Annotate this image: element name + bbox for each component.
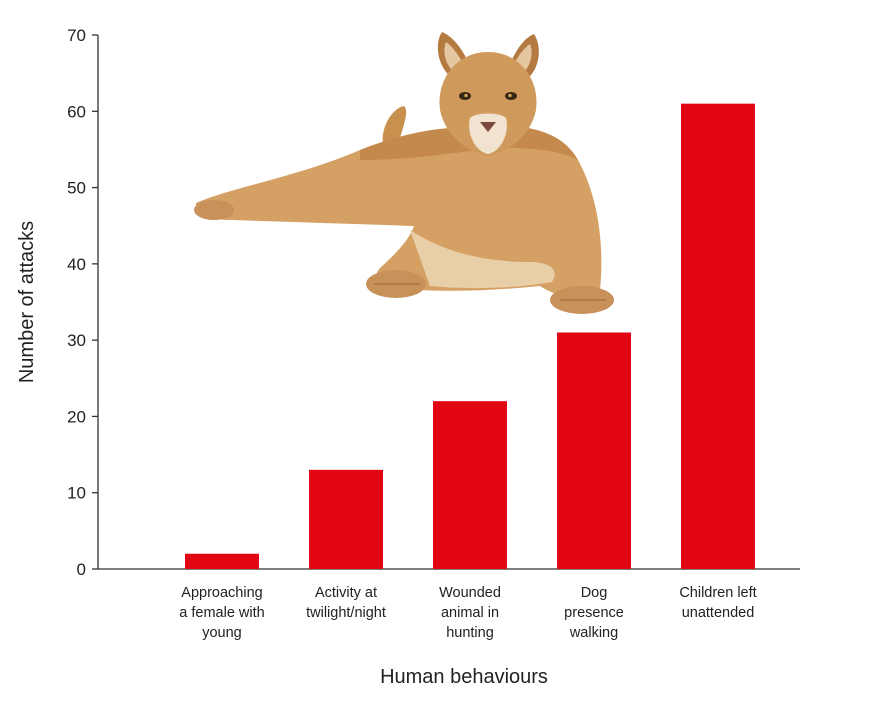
y-tick-label: 10: [67, 484, 86, 503]
x-tick-label-line: animal in: [441, 605, 499, 621]
x-tick-label-line: Activity at: [315, 585, 377, 601]
x-tick-label-line: a female with: [179, 605, 264, 621]
y-tick-label: 70: [67, 26, 86, 45]
y-ticks: 0 10 20 30 40 50 60 70: [67, 26, 98, 579]
bar: [309, 469, 383, 569]
bar: [433, 401, 507, 569]
y-tick-label: 50: [67, 179, 86, 198]
x-tick-label-line: twilight/night: [306, 605, 386, 621]
bar: [557, 332, 631, 569]
x-tick-label: Children left unattended: [679, 585, 756, 621]
x-tick-label: Approaching a female with young: [179, 585, 264, 641]
x-tick-label: Activity at twilight/night: [306, 585, 386, 621]
puma-illustration: [194, 32, 614, 314]
x-tick-label-line: unattended: [682, 605, 755, 621]
x-tick-label-line: Dog: [581, 585, 608, 601]
y-axis-title: Number of attacks: [16, 221, 38, 383]
x-tick-label-line: young: [202, 625, 242, 641]
y-tick-label: 40: [67, 255, 86, 274]
y-tick-label: 60: [67, 102, 86, 121]
bar: [185, 553, 259, 569]
y-tick-label: 30: [67, 331, 86, 350]
x-tick-label-line: presence: [564, 605, 624, 621]
x-tick-labels: Approaching a female with young Activity at…: [179, 585, 756, 641]
bar: [681, 103, 755, 570]
x-tick-label-line: Approaching: [181, 585, 262, 601]
x-tick-label: Wounded animal in hunting: [439, 585, 501, 641]
x-tick-label-line: hunting: [446, 625, 494, 641]
bars: [185, 103, 755, 570]
x-tick-label-line: Wounded: [439, 585, 501, 601]
x-tick-label-line: walking: [569, 625, 618, 641]
x-axis-title: Human behaviours: [380, 666, 548, 688]
y-tick-label: 20: [67, 407, 86, 426]
x-tick-label: Dog presence walking: [564, 585, 624, 641]
y-tick-label: 0: [77, 560, 86, 579]
x-tick-label-line: Children left: [679, 585, 756, 601]
